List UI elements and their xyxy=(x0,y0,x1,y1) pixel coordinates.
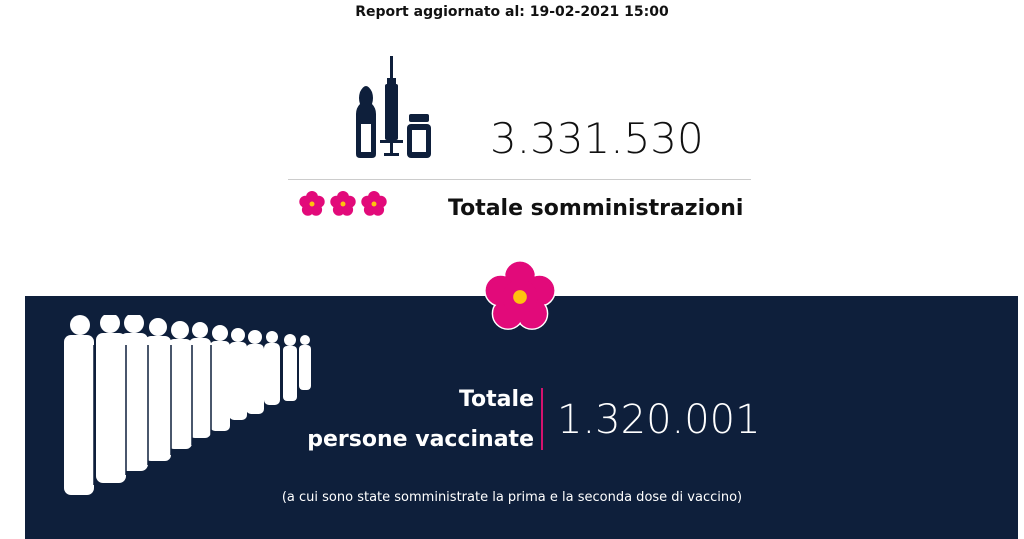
vaccinated-note: (a cui sono state somministrate la prima… xyxy=(281,490,743,505)
report-updated: Report aggiornato al: 19-02-2021 15:00 xyxy=(355,4,669,20)
total-administrations-label: Totale somministrazioni xyxy=(448,196,744,221)
crowd-icon xyxy=(64,315,311,495)
flower-icon xyxy=(361,191,387,216)
vaccinated-separator xyxy=(541,388,543,450)
flower-decoration xyxy=(298,190,388,218)
vaccinated-value: 1.320.001 xyxy=(557,397,761,443)
syringe-vials-icon xyxy=(356,56,431,158)
vaccinated-label-line2: persone vaccinate xyxy=(307,427,534,452)
flower-icon xyxy=(484,260,556,330)
flower-icon xyxy=(330,191,356,216)
vaccinated-label: Totale persone vaccinate xyxy=(307,380,534,460)
flower-icon xyxy=(299,191,325,216)
total-administrations-value: 3.331.530 xyxy=(490,114,704,163)
divider xyxy=(288,179,751,180)
vaccinated-label-line1: Totale xyxy=(458,387,534,412)
